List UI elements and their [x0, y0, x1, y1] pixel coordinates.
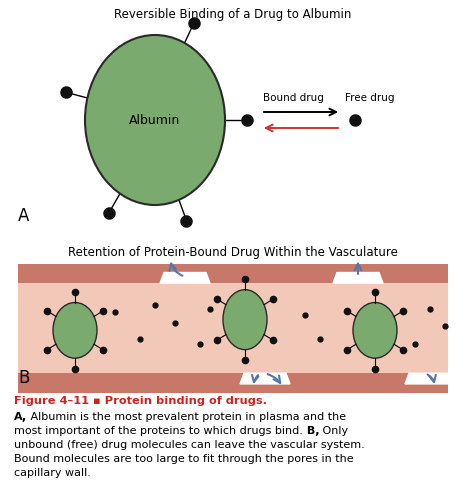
Text: A: A [18, 207, 29, 225]
Bar [18, 384, 448, 392]
Polygon shape [405, 373, 455, 384]
Text: most important of the proteins to which drugs bind.: most important of the proteins to which … [14, 426, 303, 436]
Text: B,: B, [303, 426, 319, 436]
Text: Free drug: Free drug [345, 93, 395, 103]
Ellipse shape [85, 35, 225, 205]
Text: Albumin is the most prevalent protein in plasma and the: Albumin is the most prevalent protein in… [27, 412, 346, 422]
Polygon shape [240, 373, 290, 384]
Bar [18, 264, 448, 272]
Text: Bound molecules are too large to fit through the pores in the: Bound molecules are too large to fit thr… [14, 454, 354, 464]
Text: B: B [18, 369, 29, 387]
Text: capillary wall.: capillary wall. [14, 468, 91, 478]
Polygon shape [160, 272, 210, 283]
Polygon shape [333, 272, 383, 283]
Text: Bound drug: Bound drug [263, 93, 324, 103]
Ellipse shape [53, 302, 97, 358]
Text: Reversible Binding of a Drug to Albumin: Reversible Binding of a Drug to Albumin [114, 8, 352, 21]
Text: Figure 4–11 ▪ Protein binding of drugs.: Figure 4–11 ▪ Protein binding of drugs. [14, 396, 267, 406]
Ellipse shape [353, 302, 397, 358]
Bar [18, 272, 448, 283]
Bar [18, 283, 448, 373]
Text: Only: Only [319, 426, 349, 436]
Text: unbound (free) drug molecules can leave the vascular system.: unbound (free) drug molecules can leave … [14, 440, 365, 450]
Text: Retention of Protein-Bound Drug Within the Vasculature: Retention of Protein-Bound Drug Within t… [68, 246, 398, 258]
Ellipse shape [223, 290, 267, 350]
Text: Albumin: Albumin [130, 114, 181, 126]
Text: A,: A, [14, 412, 27, 422]
Bar [18, 373, 448, 384]
